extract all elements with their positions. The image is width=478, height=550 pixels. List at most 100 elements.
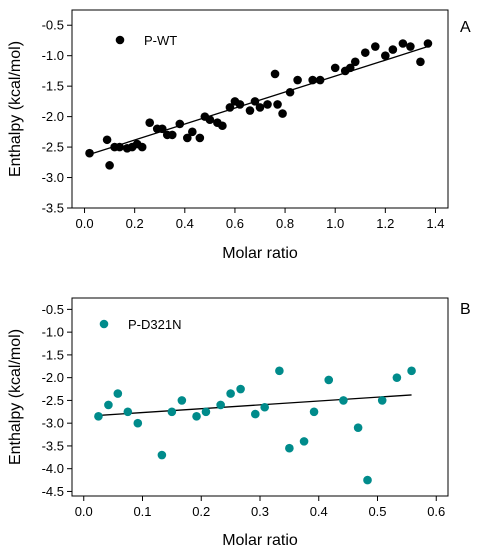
data-point-a-4 (115, 142, 124, 152)
data-point-a-11 (157, 124, 167, 134)
y-tick-label-b-7: -1.0 (42, 325, 64, 340)
y-tick-label-b-0: -4.5 (42, 484, 64, 499)
data-point-a-13 (167, 130, 177, 140)
data-point-b-12 (236, 384, 245, 394)
data-point-b-10 (216, 400, 225, 410)
data-point-a-28 (263, 100, 272, 109)
ticks-b: 0.0 0.1 0.2 0.3 0.4 0.5 0.6 -4.5 -4.0 -3.5 -3.0 -2.… (42, 302, 446, 519)
data-point-b-16 (285, 443, 294, 453)
data-point-b-0 (94, 412, 103, 421)
y-tick-label-b-5: -2.0 (42, 370, 64, 385)
data-point-b-9 (201, 407, 211, 417)
y-tick-label-a-5: -1.0 (42, 48, 64, 63)
data-point-a-43 (388, 45, 398, 54)
legend-label-a: P-WT (144, 33, 177, 48)
y-axis-title-a: Enthalpy (kcal/mol) (7, 41, 24, 177)
x-tick-label-b-6: 0.6 (427, 504, 445, 519)
data-point-a-19 (205, 115, 215, 124)
data-point-a-32 (285, 87, 295, 97)
data-point-a-40 (360, 48, 370, 57)
y-tick-label-a-4: -1.5 (42, 79, 64, 94)
y-tick-label-b-2: -3.5 (42, 438, 64, 453)
data-point-b-15 (275, 366, 284, 376)
x-tick-label-a-1: 0.2 (126, 216, 144, 231)
y-tick-label-b-3: -3.0 (42, 416, 64, 431)
data-point-a-33 (293, 75, 302, 85)
data-point-a-47 (423, 39, 433, 48)
data-point-a-34 (308, 75, 317, 85)
data-point-b-3 (123, 407, 133, 417)
data-point-a-8 (137, 142, 147, 152)
data-point-b-21 (353, 423, 363, 433)
y-tick-label-a-3: -2.0 (42, 109, 64, 124)
panel-label-b: B (460, 301, 471, 318)
plot-frame-a (71, 9, 449, 209)
data-point-a-15 (183, 133, 192, 143)
data-point-a-31 (278, 109, 287, 118)
data-point-a-41 (371, 42, 380, 51)
fit-line-b (98, 394, 412, 417)
panel-b: 0.0 0.1 0.2 0.3 0.4 0.5 0.6 -4.5 -4.0 -3.5 -3.0 -2.… (7, 297, 471, 549)
data-point-a-36 (330, 63, 340, 73)
x-tick-label-a-7: 1.4 (426, 216, 444, 231)
data-point-b-2 (113, 389, 123, 398)
y-tick-label-a-6: -0.5 (42, 18, 64, 33)
y-tick-label-b-8: -0.5 (42, 302, 64, 317)
data-point-b-18 (309, 407, 319, 417)
legend-marker-a (115, 35, 125, 45)
data-point-a-39 (350, 57, 360, 67)
x-tick-label-b-1: 0.1 (133, 504, 151, 519)
data-point-b-20 (339, 396, 348, 405)
legend-marker-b (99, 319, 109, 329)
ticks-a: 0.0 0.2 0.4 0.6 0.8 1.0 1.2 1.4 -3.5 -3.0 -2.5 -2.0… (42, 18, 445, 231)
y-tick-label-b-6: -1.5 (42, 347, 64, 362)
panel-a: 0.0 0.2 0.4 0.6 0.8 1.0 1.2 1.4 -3.5 -3.0 -2.5 -2.0… (7, 9, 471, 262)
x-tick-label-a-3: 0.6 (226, 216, 244, 231)
x-tick-label-a-0: 0.0 (75, 216, 93, 231)
data-point-a-9 (145, 118, 155, 128)
data-point-a-16 (188, 127, 197, 137)
data-point-b-4 (133, 418, 143, 428)
data-point-b-24 (392, 373, 402, 382)
data-point-b-8 (192, 412, 201, 421)
y-axis-title-b: Enthalpy (kcal/mol) (7, 329, 24, 465)
data-point-a-27 (255, 103, 265, 112)
data-point-a-22 (225, 103, 235, 112)
x-tick-label-b-2: 0.2 (192, 504, 210, 519)
x-tick-label-b-4: 0.4 (310, 504, 328, 519)
data-point-a-21 (218, 121, 227, 131)
y-tick-label-b-1: -4.0 (42, 461, 64, 476)
data-point-a-46 (416, 57, 425, 67)
data-point-b-17 (299, 437, 309, 446)
data-point-b-7 (177, 396, 187, 405)
x-axis-title-a: Molar ratio (222, 245, 298, 262)
data-point-b-14 (260, 402, 270, 412)
x-tick-label-b-5: 0.5 (368, 504, 386, 519)
x-tick-label-a-4: 0.8 (276, 216, 294, 231)
data-point-b-11 (226, 389, 235, 398)
data-point-a-14 (175, 119, 185, 129)
x-tick-label-b-0: 0.0 (75, 504, 93, 519)
data-point-b-5 (157, 450, 167, 460)
x-tick-label-a-2: 0.4 (176, 216, 194, 231)
data-point-a-30 (273, 100, 282, 109)
data-point-b-6 (167, 407, 177, 417)
data-point-a-2 (105, 161, 114, 170)
data-point-b-25 (407, 366, 416, 376)
panel-label-a: A (460, 19, 471, 36)
data-point-b-19 (324, 375, 334, 385)
data-point-b-22 (363, 475, 372, 485)
y-tick-label-a-0: -3.5 (42, 201, 64, 216)
data-point-a-1 (102, 135, 112, 145)
y-tick-label-a-1: -3.0 (42, 170, 64, 185)
data-point-a-26 (250, 97, 260, 106)
y-tick-label-b-4: -2.5 (42, 393, 64, 408)
data-point-a-38 (345, 63, 355, 73)
data-point-b-1 (104, 400, 113, 410)
data-point-a-29 (270, 69, 280, 79)
x-axis-title-b: Molar ratio (222, 532, 298, 549)
data-point-a-42 (381, 51, 390, 60)
x-tick-label-b-3: 0.3 (251, 504, 269, 519)
data-point-a-0 (85, 148, 94, 158)
